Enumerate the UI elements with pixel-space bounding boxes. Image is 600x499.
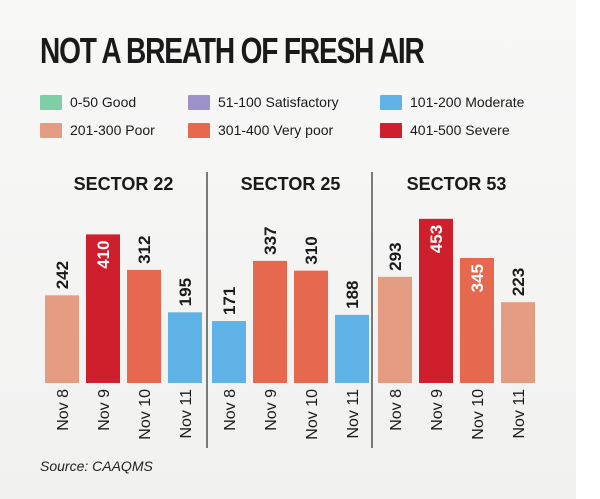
category-label: Nov 9 [429,389,446,431]
data-label: 223 [509,268,528,296]
category-label: Nov 8 [55,389,72,431]
category-label: Nov 10 [137,389,154,440]
bar [335,314,369,383]
source-note: Source: CAAQMS [40,458,153,474]
category-label: Nov 11 [178,389,195,439]
legend-item-severe: 401-500 Severe [380,122,510,138]
chart-title: NOT A BREATH OF FRESH AIR [40,30,425,71]
category-label: Nov 10 [304,389,321,440]
category-label: Nov 8 [388,389,405,431]
bar [86,234,120,383]
data-label: 410 [94,240,113,268]
panel-title: SECTOR 53 [407,174,507,194]
legend-item-poor: 201-300 Poor [40,122,155,138]
legend-label-poor: 201-300 Poor [70,122,155,138]
legend-label-very-poor: 301-400 Very poor [218,122,334,138]
bar [127,269,161,383]
legend-swatch-good [40,94,62,110]
chart-card: NOT A BREATH OF FRESH AIR 0-50 Good 51-1… [0,0,576,499]
legend-swatch-moderate [380,94,402,110]
bar [45,295,79,383]
panel-title: SECTOR 22 [74,174,174,194]
panel-title: SECTOR 25 [241,174,341,194]
data-label: 337 [261,226,280,254]
data-label: 293 [386,242,405,270]
bar [460,257,494,383]
data-label: 310 [302,236,321,264]
legend-item-very-poor: 301-400 Very poor [188,122,333,138]
bar [419,218,453,383]
legend-label-good: 0-50 Good [70,94,137,110]
bar [501,302,535,383]
category-label: Nov 11 [511,389,528,439]
legend-swatch-very-poor [188,122,210,138]
legend-swatch-satisfactory [188,94,210,110]
legend-label-satisfactory: 51-100 Satisfactory [218,94,339,110]
legend-label-severe: 401-500 Severe [410,122,510,138]
category-label: Nov 9 [263,389,280,431]
legend-swatch-poor [40,122,62,138]
data-label: 345 [468,264,487,292]
bar [294,270,328,383]
data-label: 312 [135,236,154,264]
bar [212,321,246,383]
data-label: 242 [53,261,72,289]
bar [168,312,202,383]
category-label: Nov 8 [222,389,239,431]
legend-label-moderate: 101-200 Moderate [410,94,525,110]
data-label: 453 [427,225,446,253]
category-label: Nov 9 [96,389,113,431]
bar-chart: SECTOR 22 242 Nov 8 410 Nov 9 312 Nov 10 195 Nov… [45,172,535,448]
category-label: Nov 10 [470,389,487,440]
legend-item-good: 0-50 Good [40,94,136,110]
bar [253,260,287,383]
data-label: 195 [176,278,195,306]
legend-item-satisfactory: 51-100 Satisfactory [188,94,339,110]
category-label: Nov 11 [345,389,362,439]
data-label: 171 [220,287,239,315]
bar [378,276,412,383]
data-label: 188 [343,280,362,308]
legend-item-moderate: 101-200 Moderate [380,94,524,110]
legend-swatch-severe [380,122,402,138]
